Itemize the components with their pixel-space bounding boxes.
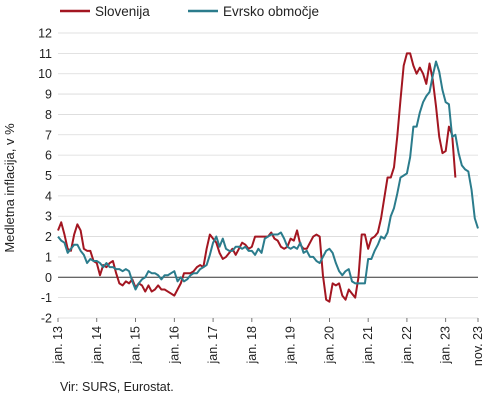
x-axis-ticks: jan. 13 jan. 14 jan. 15 jan. 16 jan. 17 jan. …: [51, 318, 485, 366]
y-tick-label: 4: [45, 189, 52, 203]
series-line-slovenija: [57, 52, 457, 303]
grid: [58, 32, 478, 319]
y-tick-label: -2: [41, 312, 52, 326]
x-tick-label: jan. 13: [51, 326, 65, 365]
y-tick-label: 3: [45, 210, 52, 224]
series-line-evrsko-obmocje: [57, 60, 479, 291]
y-tick-label: 12: [38, 27, 52, 41]
legend: Slovenija Evrsko območje: [60, 4, 319, 19]
x-tick-label: jan. 21: [361, 326, 375, 365]
y-tick-label: 1: [45, 250, 52, 264]
y-tick-label: 0: [45, 271, 52, 285]
x-tick-label: jan. 22: [400, 326, 414, 365]
x-tick-label: nov. 23: [471, 326, 485, 366]
y-tick-label: 6: [45, 149, 52, 163]
x-tick-label: jan. 20: [322, 326, 336, 365]
x-tick-label: jan. 16: [167, 326, 181, 365]
y-tick-label: 9: [45, 88, 52, 102]
y-tick-label: 5: [45, 169, 52, 183]
legend-label: Slovenija: [95, 4, 150, 19]
y-tick-label: 8: [45, 108, 52, 122]
y-tick-label: 7: [45, 128, 52, 142]
x-tick-label: jan. 18: [245, 326, 259, 365]
series-lines: [57, 52, 479, 303]
x-tick-label: jan. 19: [284, 326, 298, 365]
y-tick-label: 2: [45, 230, 52, 244]
x-tick-label: jan. 15: [129, 326, 143, 365]
x-tick-label: jan. 23: [439, 326, 453, 365]
x-tick-label: jan. 14: [90, 326, 104, 365]
y-tick-label: 10: [38, 67, 52, 81]
y-axis-label: Medletna inflacija, v %: [2, 123, 17, 253]
y-tick-label: 11: [39, 47, 52, 61]
x-tick-label: jan. 17: [206, 326, 220, 365]
y-tick-label: -1: [41, 291, 52, 305]
legend-label: Evrsko območje: [223, 4, 319, 19]
source-note: Vir: SURS, Eurostat.: [60, 380, 174, 394]
